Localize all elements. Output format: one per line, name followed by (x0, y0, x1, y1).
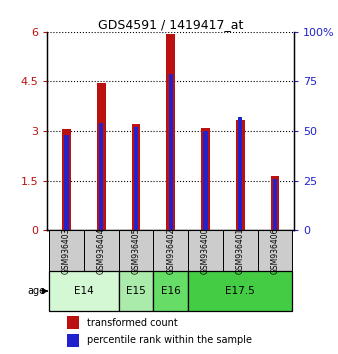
Text: percentile rank within the sample: percentile rank within the sample (87, 335, 252, 345)
Bar (99, 123, 103, 230)
Bar (236, 120, 244, 230)
Bar (169, 74, 173, 230)
Bar (67, 334, 79, 347)
Bar (258, 230, 292, 271)
Bar (119, 230, 153, 271)
Bar (62, 130, 71, 230)
Bar (67, 316, 79, 329)
Text: GSM936402: GSM936402 (166, 227, 175, 274)
Bar (49, 230, 84, 271)
Bar (188, 271, 292, 311)
Bar (223, 230, 258, 271)
Bar (201, 128, 210, 230)
Text: transformed count: transformed count (87, 318, 177, 328)
Bar (131, 125, 140, 230)
Text: GSM936401: GSM936401 (236, 227, 245, 274)
Text: GSM936403: GSM936403 (62, 227, 71, 274)
Bar (166, 34, 175, 230)
Text: GSM936406: GSM936406 (270, 227, 280, 274)
Text: GSM936404: GSM936404 (97, 227, 106, 274)
Bar (134, 127, 138, 230)
Bar (188, 230, 223, 271)
Text: GSM936405: GSM936405 (131, 227, 140, 274)
Bar (49, 271, 119, 311)
Bar (153, 271, 188, 311)
Text: E17.5: E17.5 (225, 286, 255, 296)
Title: GDS4591 / 1419417_at: GDS4591 / 1419417_at (98, 18, 243, 31)
Bar (84, 230, 119, 271)
Bar (153, 230, 188, 271)
Bar (119, 271, 153, 311)
Bar (64, 135, 69, 230)
Text: age: age (28, 286, 46, 296)
Text: E15: E15 (126, 286, 146, 296)
Bar (97, 83, 105, 230)
Bar (203, 131, 208, 230)
Text: E16: E16 (161, 286, 180, 296)
Text: GSM936400: GSM936400 (201, 227, 210, 274)
Text: E14: E14 (74, 286, 94, 296)
Bar (273, 179, 277, 230)
Bar (238, 117, 242, 230)
Bar (271, 176, 279, 230)
